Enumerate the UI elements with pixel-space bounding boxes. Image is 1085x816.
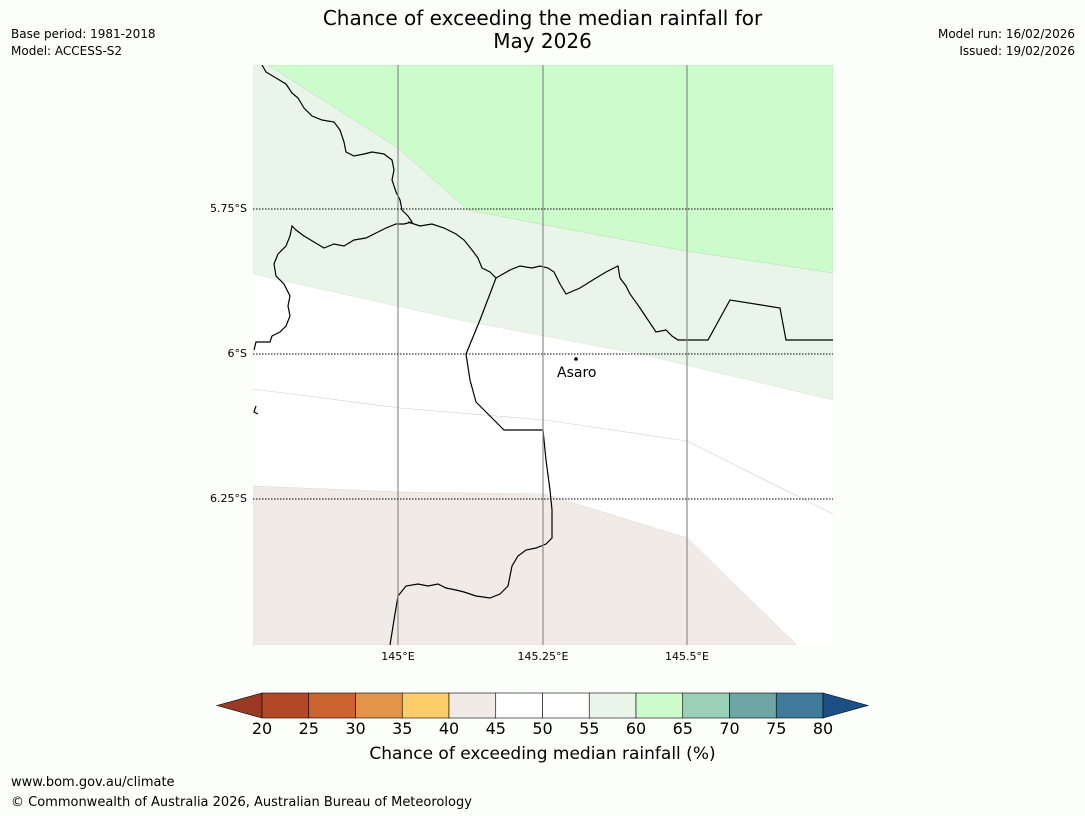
colorbar (215, 692, 870, 719)
colorbar-tick-label: 60 (625, 719, 647, 738)
model-name: Model: ACCESS-S2 (11, 44, 123, 58)
colorbar-tick-label: 30 (345, 719, 366, 738)
longitude-gridlines (397, 65, 688, 645)
meta-right: Model run: 16/02/2026 Issued: 19/02/2026 (938, 26, 1075, 60)
colorbar-tick-label: 45 (485, 719, 506, 738)
lat-label-5.75: 5.75°S (210, 202, 247, 215)
colorbar-tick-label: 25 (298, 719, 319, 738)
colorbar-tick-label: 50 (532, 719, 553, 738)
colorbar-over-triangle (822, 692, 870, 719)
colorbar-tick-label: 65 (672, 719, 693, 738)
issued-date: Issued: 19/02/2026 (959, 44, 1075, 58)
border-line (407, 221, 833, 341)
footer-url[interactable]: www.bom.gov.au/climate (11, 775, 175, 790)
colorbar-title: Chance of exceeding median rainfall (%) (369, 744, 716, 764)
page-title: Chance of exceeding the median rainfall … (0, 7, 1085, 53)
footer-copyright: © Commonwealth of Australia 2026, Austra… (11, 795, 472, 810)
contour-line (253, 388, 833, 515)
coastline (253, 65, 413, 351)
zone-55-60 (253, 65, 833, 401)
lon-label-145.25: 145.25°E (517, 650, 569, 663)
colorbar-tick-label: 55 (579, 719, 600, 738)
map-background (253, 65, 833, 645)
model-run: Model run: 16/02/2026 (937, 27, 1075, 41)
colorbar-segment (261, 692, 310, 719)
colorbar-tick-label: 70 (719, 719, 740, 738)
lat-label-6: 6°S (227, 347, 247, 360)
colorbar-segment (401, 692, 450, 719)
colorbar-tick-label: 80 (812, 719, 834, 738)
title-line-2: May 2026 (493, 29, 592, 53)
lon-label-145: 145°E (381, 650, 415, 663)
latitude-gridlines (253, 208, 833, 500)
coast-fragment (253, 405, 259, 415)
place-marker (574, 357, 578, 361)
title-line-1: Chance of exceeding the median rainfall … (322, 6, 763, 30)
colorbar-tick-label: 40 (438, 719, 460, 738)
colorbar-segment (635, 692, 684, 719)
lon-label-145.5: 145.5°E (665, 650, 709, 663)
colorbar-tick-label: 20 (251, 719, 273, 738)
colorbar-segment (448, 692, 497, 719)
colorbar-segment (308, 692, 356, 719)
colorbar-segment (775, 692, 824, 719)
base-period: Base period: 1981-2018 (11, 27, 156, 41)
colorbar-tick-label: 75 (766, 719, 787, 738)
border-line-2 (389, 277, 553, 645)
colorbar-segment (495, 692, 543, 719)
colorbar-segment (542, 692, 590, 719)
colorbar-segment (729, 692, 777, 719)
colorbar-segment (588, 692, 637, 719)
place-label-asaro: Asaro (557, 365, 597, 381)
zone-60-65 (267, 65, 833, 274)
colorbar-tick-label: 35 (392, 719, 413, 738)
colorbar-segment (355, 692, 403, 719)
meta-left: Base period: 1981-2018 Model: ACCESS-S2 (11, 26, 156, 60)
colorbar-segment (682, 692, 730, 719)
colorbar-under-triangle (215, 692, 263, 719)
lat-label-6.25: 6.25°S (210, 492, 247, 505)
zone-40-45 (253, 485, 798, 645)
